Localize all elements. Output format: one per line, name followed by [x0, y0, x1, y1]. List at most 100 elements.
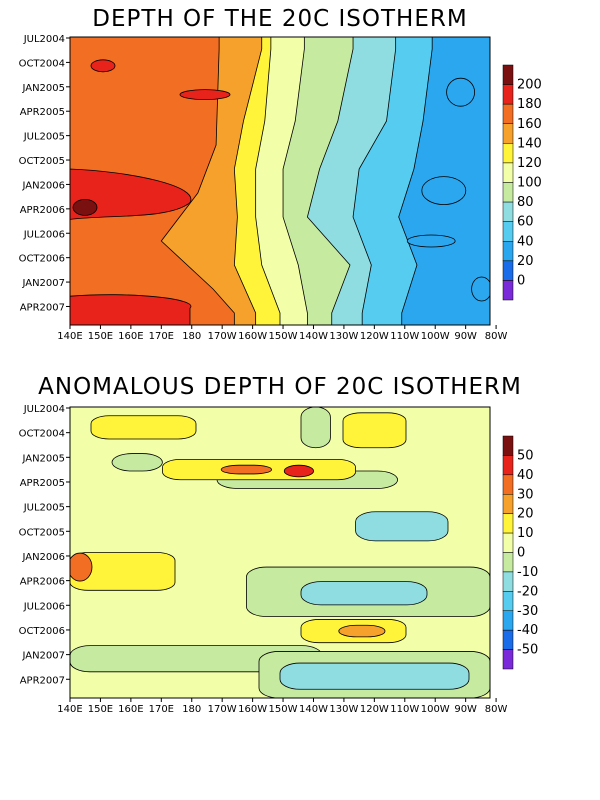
chart-panel-1: DEPTH OF THE 20C ISOTHERM 140E 150E 160E 170…	[19, 6, 542, 342]
band-180	[179, 89, 231, 100]
y-tick-label: JAN2007	[21, 278, 65, 289]
colorbar-label: -20	[517, 584, 538, 599]
y-tick-label: APR2006	[20, 577, 65, 588]
y-tick-label: APR2005	[20, 107, 65, 118]
x-tick-label: 80W	[485, 331, 508, 342]
x-tick-label: 160E	[118, 331, 143, 342]
colorbar-label: -40	[517, 623, 538, 638]
x-tick-label: 150E	[88, 704, 113, 715]
x-tick-label: 80W	[485, 704, 508, 715]
y-tick-label: JAN2006	[21, 552, 65, 563]
x-tick-label: 110W	[390, 704, 419, 715]
colorbar-label: 40	[517, 468, 534, 483]
x-tick-label: 140E	[57, 331, 82, 342]
colorbar-segment	[502, 162, 514, 183]
y-tick-label: JUL2005	[23, 132, 65, 143]
y-tick-label: APR2005	[20, 478, 65, 489]
colorbar-segment	[502, 649, 514, 670]
colorbar-segment	[502, 64, 514, 85]
x-tick-label: 100W	[421, 331, 450, 342]
band-180	[70, 294, 192, 325]
x-tick-label: 170E	[149, 331, 174, 342]
x-tick-label: 150W	[269, 704, 298, 715]
colorbar-label: 20	[517, 507, 534, 522]
colorbar-segment	[502, 84, 514, 105]
colorbar-label: 180	[517, 97, 542, 112]
y-tick-label: JAN2005	[21, 83, 65, 94]
colorbar-segment	[502, 280, 514, 301]
colorbar-segment	[502, 552, 514, 573]
colorbar-label: -30	[517, 604, 538, 619]
x-tick-label: 150E	[88, 331, 113, 342]
colorbar-label: 100	[517, 176, 542, 191]
y-tick-label: OCT2005	[19, 527, 65, 538]
anomaly-region	[70, 552, 93, 582]
x-tick-label: 120W	[360, 704, 389, 715]
colorbar-segment	[502, 182, 514, 203]
chart-title: ANOMALOUS DEPTH OF 20C ISOTHERM	[38, 374, 522, 400]
colorbar-segment	[502, 123, 514, 144]
x-tick-label: 180	[182, 331, 201, 342]
x-tick-label: 170W	[208, 704, 237, 715]
colorbar-label: 50	[517, 448, 534, 463]
colorbar-segment	[502, 241, 514, 262]
y-tick-label: JAN2007	[21, 651, 65, 662]
plot-frame	[69, 36, 491, 326]
colorbar-label: 160	[517, 117, 542, 132]
colorbar-segment	[502, 435, 514, 456]
y-tick-label: OCT2006	[19, 626, 65, 637]
x-tick-label: 90W	[454, 331, 477, 342]
colorbar-segment	[502, 610, 514, 631]
anomaly-region	[70, 552, 176, 591]
x-tick-label: 160W	[238, 704, 267, 715]
colorbar-label: 20	[517, 254, 534, 269]
band-20	[446, 77, 476, 107]
x-tick-label: 140W	[299, 331, 328, 342]
y-tick-label: OCT2004	[19, 58, 65, 69]
colorbar-segment	[502, 143, 514, 164]
colorbar-segment	[502, 571, 514, 592]
chart-panel-2: ANOMALOUS DEPTH OF 20C ISOTHERM 140E 150E 1…	[19, 374, 539, 715]
colorbar-label: 0	[517, 273, 525, 288]
x-tick-label: 100W	[421, 704, 450, 715]
anomaly-region	[338, 624, 386, 638]
x-tick-label: 140E	[57, 704, 82, 715]
band-200	[72, 198, 98, 216]
x-tick-label: 120W	[360, 331, 389, 342]
band-20	[406, 234, 456, 248]
colorbar-label: 10	[517, 526, 534, 541]
x-tick-label: 160W	[238, 331, 267, 342]
y-tick-label: OCT2006	[19, 254, 65, 265]
anomaly-region	[220, 464, 272, 475]
colorbar-label: 120	[517, 156, 542, 171]
anomaly-region	[111, 453, 163, 472]
colorbar-segment	[502, 221, 514, 242]
y-tick-label: JUL2006	[23, 601, 65, 612]
y-tick-label: JAN2005	[21, 453, 65, 464]
contour-field	[70, 37, 490, 325]
band-20	[471, 276, 490, 302]
band-180	[90, 59, 116, 73]
y-tick-label: APR2007	[20, 302, 65, 313]
x-tick-label: 130W	[329, 704, 358, 715]
y-tick-label: JUL2004	[23, 404, 65, 415]
colorbar-segment	[502, 494, 514, 514]
colorbar-segment	[502, 103, 514, 124]
y-tick-label: JUL2006	[23, 229, 65, 240]
colorbar-segment	[502, 260, 514, 281]
colorbar-segment	[502, 474, 514, 495]
band-20	[421, 176, 467, 206]
x-tick-label: 180	[182, 704, 201, 715]
colorbar-segment	[502, 513, 514, 534]
x-tick-label: 150W	[269, 331, 298, 342]
x-tick-label: 130W	[329, 331, 358, 342]
y-tick-label: OCT2004	[19, 429, 65, 440]
x-tick-label: 160E	[118, 704, 143, 715]
y-tick-label: OCT2005	[19, 156, 65, 167]
colorbar-segment	[502, 591, 514, 611]
y-tick-label: JAN2006	[21, 180, 65, 191]
anomaly-region	[342, 412, 407, 449]
x-tick-label: 170W	[208, 331, 237, 342]
colorbar-label: 80	[517, 195, 534, 210]
colorbar-label: 0	[517, 546, 525, 561]
